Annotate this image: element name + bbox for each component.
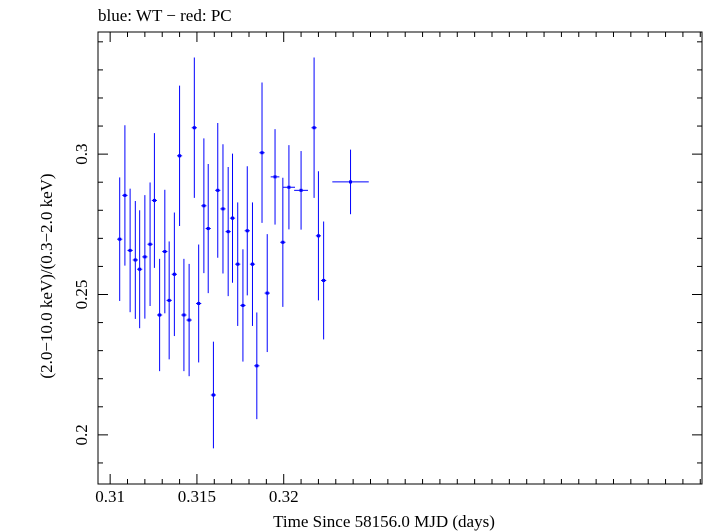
- data-point: [151, 133, 158, 268]
- point-marker: [281, 240, 285, 244]
- y-tick-label: 0.2: [72, 424, 91, 445]
- data-point: [264, 234, 270, 353]
- point-marker: [148, 242, 152, 246]
- point-marker: [182, 313, 186, 317]
- data-point: [294, 151, 309, 230]
- data-point: [181, 258, 187, 372]
- data-point: [191, 57, 197, 198]
- axes: 0.31 0.315 0.32 0.2 0.25 0.3: [72, 32, 702, 506]
- data-point: [205, 163, 211, 294]
- data-point: [215, 122, 221, 258]
- data-point: [315, 171, 322, 301]
- point-marker: [211, 393, 215, 397]
- data-point: [321, 221, 327, 340]
- point-marker: [245, 229, 249, 233]
- point-marker: [231, 216, 235, 220]
- data-point: [117, 177, 123, 301]
- point-marker: [316, 234, 320, 238]
- data-point: [162, 189, 168, 314]
- point-marker: [158, 313, 162, 317]
- point-marker: [273, 175, 277, 179]
- data-point: [244, 166, 250, 296]
- data-point: [127, 188, 133, 313]
- data-point: [254, 312, 260, 420]
- data-point: [280, 177, 286, 307]
- point-marker: [128, 248, 132, 252]
- data-point: [147, 182, 153, 307]
- data-point: [270, 129, 280, 225]
- point-marker: [118, 237, 122, 241]
- data-point: [171, 212, 177, 337]
- data-point: [166, 241, 172, 360]
- point-marker: [187, 318, 191, 322]
- point-marker: [197, 301, 201, 305]
- point-marker: [312, 126, 316, 130]
- y-tick-label: 0.25: [72, 280, 91, 310]
- x-tick-label: 0.32: [269, 487, 299, 506]
- data-point: [142, 195, 148, 319]
- point-marker: [123, 193, 127, 197]
- data-point: [132, 201, 138, 319]
- point-marker: [167, 298, 171, 302]
- y-tick-label: 0.3: [72, 143, 91, 164]
- point-marker: [138, 267, 142, 271]
- data-point: [137, 210, 143, 329]
- point-marker: [260, 151, 264, 155]
- data-point: [225, 167, 231, 297]
- data-points: [117, 57, 369, 449]
- data-point: [229, 153, 236, 283]
- point-marker: [152, 198, 156, 202]
- data-point: [186, 263, 192, 377]
- point-marker: [221, 207, 225, 211]
- point-marker: [236, 262, 240, 266]
- data-point: [201, 138, 207, 274]
- point-marker: [192, 126, 196, 130]
- point-marker: [163, 250, 167, 254]
- data-point: [176, 85, 183, 226]
- point-marker: [202, 204, 206, 208]
- x-axis-label: Time Since 58156.0 MJD (days): [273, 512, 495, 531]
- data-point: [122, 125, 128, 266]
- point-marker: [265, 291, 269, 295]
- data-point: [210, 341, 217, 449]
- point-marker: [250, 262, 254, 266]
- data-point: [332, 149, 369, 215]
- data-point: [311, 57, 317, 198]
- point-marker: [255, 364, 259, 368]
- plot-frame: [97, 31, 703, 485]
- point-marker: [241, 303, 245, 307]
- point-marker: [178, 154, 182, 158]
- point-marker: [349, 180, 353, 184]
- data-point: [240, 249, 246, 362]
- point-marker: [133, 258, 137, 262]
- y-axis-label: (2.0−10.0 keV)/(0.3−2.0 keV): [37, 173, 56, 378]
- data-point: [259, 82, 265, 223]
- point-marker: [143, 255, 147, 259]
- point-marker: [299, 188, 303, 192]
- point-marker: [226, 230, 230, 234]
- point-marker: [206, 227, 210, 231]
- data-point: [282, 145, 295, 230]
- data-point: [235, 202, 241, 326]
- data-point: [196, 244, 202, 363]
- chart-title: blue: WT − red: PC: [98, 6, 232, 25]
- point-marker: [287, 185, 291, 189]
- data-point: [249, 202, 256, 326]
- data-point: [220, 144, 226, 274]
- data-point: [157, 258, 163, 372]
- point-marker: [216, 188, 220, 192]
- point-marker: [322, 278, 326, 282]
- x-tick-label: 0.315: [178, 487, 216, 506]
- x-tick-label: 0.31: [95, 487, 125, 506]
- point-marker: [172, 272, 176, 276]
